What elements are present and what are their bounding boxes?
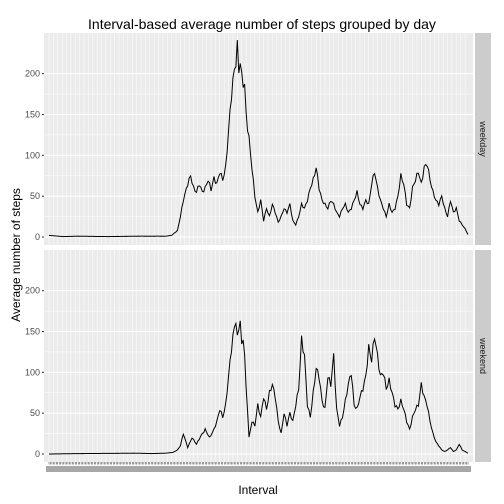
x-tick-labels-dense	[46, 466, 471, 472]
facet-strip	[475, 33, 491, 245]
vertical-grid	[48, 250, 466, 462]
facet-strip	[475, 250, 491, 462]
facet-strip-label: weekday	[478, 120, 488, 157]
series-line-weekday	[48, 40, 469, 238]
chart-title: Interval-based average number of steps g…	[88, 16, 436, 32]
y-tick-label: 100	[25, 150, 40, 160]
y-tick-label: 0	[35, 232, 40, 242]
y-tick-label: 150	[25, 110, 40, 120]
panel-weekend: 0 50 100 150 200 weekend	[25, 250, 491, 462]
panel-weekday: 0 50 100 150 200 weekday	[25, 33, 491, 245]
y-tick-label: 100	[25, 367, 40, 377]
facet-strip-label: weekend	[478, 337, 488, 374]
y-tick-label: 150	[25, 327, 40, 337]
y-tick-label: 0	[35, 449, 40, 459]
y-tick-label: 50	[30, 408, 40, 418]
panel-background	[44, 33, 473, 245]
x-axis-ticks	[46, 462, 471, 472]
vertical-grid	[48, 33, 466, 245]
y-tick-label: 200	[25, 69, 40, 79]
panel-background	[44, 250, 473, 462]
series-line-weekend	[48, 320, 469, 455]
y-axis-label: Average number of steps	[9, 188, 23, 322]
y-tick-label: 200	[25, 286, 40, 296]
chart-panels: 0 50 100 150 200 weekday 0 50 100 150 200 weekend	[25, 33, 491, 472]
y-tick-label: 50	[30, 191, 40, 201]
x-axis-label: Interval	[238, 483, 277, 497]
